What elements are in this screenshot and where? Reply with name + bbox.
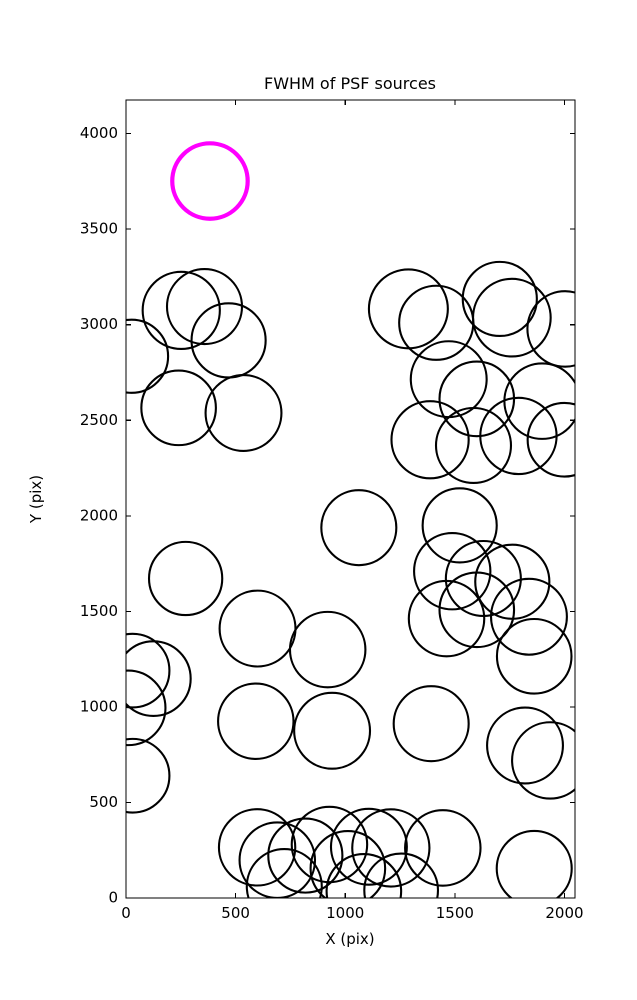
psf-source-circle: [461, 260, 538, 338]
psf-source-circle: [479, 396, 558, 476]
psf-source-circle: [267, 817, 344, 894]
page-title: FWHM of PSF sources: [264, 74, 436, 93]
axes-frame: [125, 99, 576, 899]
y-axis-tick-label: 1000: [80, 697, 118, 715]
y-axis-tick-label: 500: [89, 793, 118, 811]
y-axis-label: Y (pix): [27, 475, 45, 524]
y-axis-tick-label: 4000: [80, 124, 118, 142]
y-axis-tick-label: 2500: [80, 411, 118, 429]
y-axis-tick-label: 1500: [80, 602, 118, 620]
psf-source-circle: [309, 830, 387, 898]
psf-source-circle: [325, 853, 403, 898]
psf-source-circle: [526, 290, 575, 368]
psf-source-circle: [404, 809, 482, 887]
y-axis-tick-label: 3500: [80, 220, 118, 238]
psf-source-circle: [126, 318, 170, 394]
x-axis-tick-label: 500: [221, 904, 250, 922]
psf-source-circle: [390, 400, 470, 480]
psf-source-circle: [245, 848, 323, 898]
psf-source-circle: [293, 691, 372, 770]
psf-source-circle: [126, 669, 167, 747]
psf-source-circle: [511, 721, 575, 800]
y-axis-tick-label: 3000: [80, 315, 118, 333]
psf-source-circle: [486, 706, 564, 785]
psf-source-circle: [217, 682, 295, 760]
psf-source-circle: [288, 610, 367, 689]
psf-source-circle: [421, 487, 498, 564]
psf-source-circle: [126, 737, 171, 814]
x-axis-tick-label: 1500: [436, 904, 474, 922]
psf-source-circle: [329, 807, 408, 886]
axis-tick-group: 0 500 1000 1500 2000 0 500 1000 1500 2000 2500 3000…: [80, 100, 584, 922]
psf-source-circle: [407, 579, 486, 658]
psf-source-circle: [438, 571, 516, 649]
psf-source-circle: [392, 685, 470, 763]
y-axis-tick-label: 2000: [80, 506, 118, 524]
x-axis-tick-label: 2000: [545, 904, 583, 922]
psf-source-circle: [363, 852, 440, 898]
psf-source-circle: [140, 369, 217, 447]
y-axis-tick-label: 0: [108, 889, 118, 907]
x-axis-label: X (pix): [325, 930, 374, 948]
psf-source-circle: [526, 401, 575, 478]
psf-source-circle: [471, 277, 552, 358]
x-axis-tick-label: 0: [121, 904, 131, 922]
psf-source-circle: [495, 829, 573, 898]
psf-source-circle: [126, 640, 192, 717]
psf-source-circle: [217, 808, 297, 887]
psf-source-circle: [126, 632, 171, 709]
psf-source-circle: [204, 374, 283, 452]
psf-source-circle: [320, 489, 398, 567]
psf-source-circle: [489, 577, 568, 656]
x-axis-tick-label: 1000: [326, 904, 364, 922]
psf-source-circle-group: [126, 260, 575, 898]
psf-source-circle: [290, 805, 369, 884]
psf-source-circle: [495, 617, 573, 695]
psf-source-circle: [413, 532, 492, 611]
psf-source-circle: [147, 540, 224, 617]
psf-source-circle: [141, 270, 221, 351]
psf-source-circle: [434, 406, 513, 485]
psf-source-circle: [351, 808, 431, 888]
reference-fwhm-circle: [170, 141, 250, 221]
